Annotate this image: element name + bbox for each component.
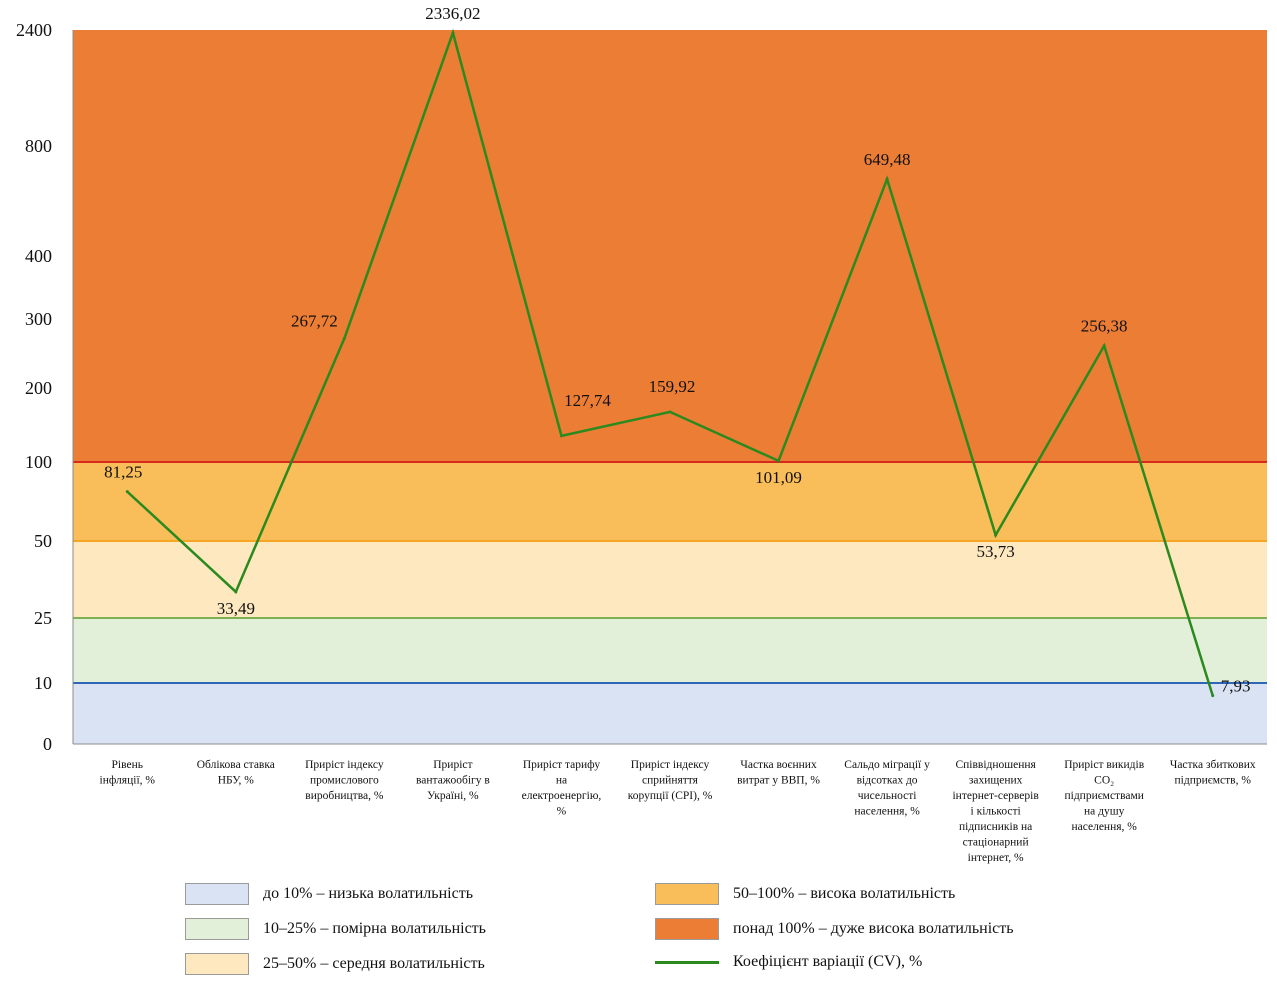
y-tick-label: 2400 [16,20,52,40]
legend-label: 50–100% – висока волатильність [733,885,956,902]
category-label: Приріст тарифу на електроенергію,% [522,759,602,818]
legend-item: до 10% – низька волатильність [185,883,473,905]
data-label: 2336,02 [425,4,480,23]
y-tick-label: 50 [34,531,52,551]
data-point [668,410,672,414]
data-label: 127,74 [564,391,611,410]
category-label: Приріст вантажообігу в Україні, % [416,759,490,802]
category-label: Частка збиткових підприємств, % [1170,759,1256,787]
data-label: 33,49 [217,599,255,618]
y-tick-label: 100 [25,452,52,472]
data-label: 267,72 [291,311,338,330]
data-point [994,533,998,537]
data-point [1102,344,1106,348]
category-label: Приріст індексу промислового виробництва, … [305,759,384,802]
legend-color-swatch [655,918,719,940]
y-tick-label: 0 [43,734,52,754]
y-tick-label: 10 [34,673,52,693]
data-label: 53,73 [977,542,1015,561]
legend-line-swatch [655,960,719,964]
category-label: Приріст індексу сприйняття корупції (CPI),… [628,759,713,802]
data-point [1211,694,1215,698]
data-point [559,434,563,438]
category-label: Рівень інфляції, % [100,759,156,787]
legend-label: 25–50% – середня волатильність [263,955,485,972]
legend-item: понад 100% – дуже висока волатильність [655,918,1014,940]
y-tick-label: 25 [34,608,52,628]
category-label: Співвідношення захищених інтернет-серверів… [952,759,1039,864]
legend-item: 10–25% – помірна волатильність [185,918,486,940]
band-3 [73,462,1267,541]
band-4 [73,30,1267,462]
data-point [234,590,238,594]
y-tick-label: 400 [25,246,52,266]
legend-color-swatch [185,953,249,975]
band-1 [73,618,1267,683]
category-label: Облікова ставка НБУ, % [197,759,275,787]
legend-color-swatch [185,918,249,940]
legend-label: до 10% – низька волатильність [263,885,473,902]
data-label: 81,25 [104,463,142,482]
legend-item: Коефіцієнт варіації (CV), % [655,953,922,971]
data-label: 649,48 [864,150,911,169]
legend-item: 25–50% – середня волатильність [185,953,485,975]
data-label: 159,92 [649,377,696,396]
legend-color-swatch [185,883,249,905]
category-label: Приріст викидів CO₂ підприємствами на душу н… [1064,759,1145,833]
band-0 [73,683,1267,744]
y-tick-label: 200 [25,378,52,398]
band-2 [73,541,1267,618]
legend-color-swatch [655,883,719,905]
data-point [885,177,889,181]
data-point [342,336,346,340]
y-tick-label: 800 [25,136,52,156]
data-label: 256,38 [1081,317,1128,336]
chart-plot: 0 10 25 50 100 200 300 400 800 2400 Рівень інфляції… [16,4,1267,864]
legend-label: Коефіцієнт варіації (CV), % [733,953,923,970]
data-point [125,490,129,494]
data-point [777,459,781,463]
legend-label: 10–25% – помірна волатильність [263,920,486,937]
data-label: 101,09 [755,468,802,487]
data-label: 7,93 [1221,677,1251,696]
legend-label: понад 100% – дуже висока волатильність [733,920,1014,937]
category-label: Частка воєнних витрат у ВВП, % [737,759,820,787]
category-label: Сальдо міграції у відсотках до чисельності… [844,759,930,818]
legend-item: 50–100% – висока волатильність [655,883,955,905]
y-tick-label: 300 [25,309,52,329]
data-point [451,31,455,35]
